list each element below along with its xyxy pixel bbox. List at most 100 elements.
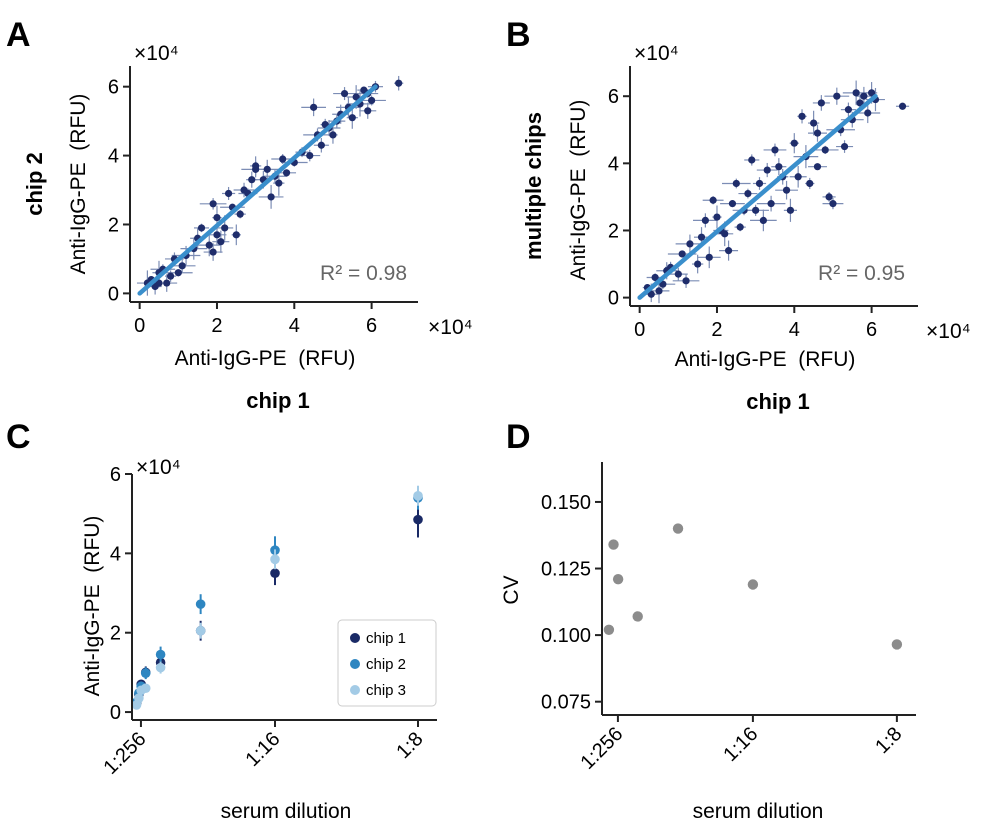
panel-c-xtick-label: 1:8 xyxy=(392,728,427,763)
panel-c-ytick-label: 2 xyxy=(110,623,121,645)
panel-a-ytick-label: 4 xyxy=(108,146,119,168)
panel-b-ytick-label: 6 xyxy=(608,86,619,108)
panel-b-xtick-label: 0 xyxy=(634,319,645,341)
panel-c-point-chip1 xyxy=(270,568,280,578)
panel-a-y-exponent: ×10⁴ xyxy=(134,42,179,65)
panel-b-point xyxy=(856,99,864,107)
panel-b-point xyxy=(790,139,798,147)
panel-c-point-chip3 xyxy=(134,693,144,703)
panel-c-point-chip3 xyxy=(270,554,280,565)
panel-b-fit-line xyxy=(637,93,878,300)
panel-c-point-chip3 xyxy=(413,491,423,501)
legend-label-chip3: chip 3 xyxy=(366,682,406,699)
panel-a-ylabel: Anti-IgG-PE (RFU) xyxy=(67,94,90,275)
panel-d-point xyxy=(891,639,903,650)
panel-c-legend: chip 1 chip 2 chip 3 xyxy=(337,619,437,707)
panel-b-point xyxy=(829,200,837,208)
panel-d-point xyxy=(632,611,643,622)
panel-d: 0.075 0.100 0.125 0.150 1:256 1:16 1:8 serum d… xyxy=(500,462,916,823)
panel-a-point xyxy=(197,224,206,232)
panel-a-row-label: chip 2 xyxy=(22,152,47,216)
panel-b-point xyxy=(852,89,860,97)
panel-a-xtick-label: 6 xyxy=(366,315,377,337)
panel-d-ylabel: CV xyxy=(500,575,523,604)
panel-c-ytick-label: 4 xyxy=(110,543,121,565)
panel-a-x-exponent: ×10⁴ xyxy=(428,316,473,339)
panel-b-point xyxy=(794,173,802,181)
panel-a: 0 2 4 6 0 2 4 6 ×10⁴ ×10⁴ R² = 0.98 Anti-IgG-PE… xyxy=(22,42,473,413)
panel-a-ytick-label: 6 xyxy=(108,77,119,99)
panel-b-point xyxy=(825,193,833,201)
panel-d-xtick-label: 1:8 xyxy=(871,723,906,758)
panel-b-point xyxy=(813,163,822,171)
panel-a-point xyxy=(217,238,225,246)
panel-b-point xyxy=(786,206,795,214)
panel-b-point xyxy=(705,253,713,261)
panel-a-point xyxy=(221,224,229,232)
panel-b-column-label: chip 1 xyxy=(746,389,810,414)
panel-a-point xyxy=(267,193,275,201)
panel-b-y-exponent: ×10⁴ xyxy=(634,42,679,65)
panel-b-xlabel: Anti-IgG-PE (RFU) xyxy=(675,348,856,371)
legend-label-chip2: chip 2 xyxy=(366,656,406,673)
panel-c-xlabel: serum dilution xyxy=(221,800,352,823)
panel-d-point xyxy=(608,539,619,550)
panel-letter-d: D xyxy=(506,418,531,456)
panel-b-point xyxy=(694,260,702,268)
panel-b-ylabel: Anti-IgG-PE (RFU) xyxy=(567,100,590,281)
panel-d-point xyxy=(612,573,624,585)
panel-a-point xyxy=(310,103,318,111)
panel-a-point xyxy=(306,151,314,160)
legend-marker-chip2 xyxy=(350,659,360,669)
panel-a-point xyxy=(348,114,356,122)
panel-a-point xyxy=(368,96,376,105)
panel-d-point xyxy=(603,624,615,635)
panel-b-point xyxy=(724,247,733,255)
panel-b-xtick-label: 2 xyxy=(711,319,722,341)
panel-b-point xyxy=(864,109,872,117)
panel-b-point xyxy=(682,277,690,285)
panel-a-xtick-label: 0 xyxy=(134,315,145,337)
panel-a-point xyxy=(209,200,217,208)
legend-marker-chip3 xyxy=(350,685,360,695)
panel-a-point xyxy=(252,162,260,170)
legend-frame xyxy=(337,619,437,707)
panel-c-ylabel: Anti-IgG-PE (RFU) xyxy=(81,516,104,697)
panel-a-column-label: chip 1 xyxy=(246,388,310,413)
panel-letter-c: C xyxy=(6,418,31,456)
panel-b-point xyxy=(728,200,737,208)
panel-b-point xyxy=(771,146,779,154)
panel-d-ytick-label: 0.075 xyxy=(541,692,591,714)
legend-marker-chip1 xyxy=(350,633,360,643)
panel-a-r2: R² = 0.98 xyxy=(320,262,407,285)
panel-d-point xyxy=(747,579,759,590)
panel-b-ytick-label: 0 xyxy=(608,288,619,310)
panel-a-ytick-label: 0 xyxy=(108,283,119,305)
panel-d-xtick-label: 1:16 xyxy=(719,723,762,766)
panel-b-point xyxy=(868,89,876,97)
panel-d-point xyxy=(672,523,684,534)
panel-b-marks xyxy=(637,80,910,304)
panel-c-point-chip3 xyxy=(195,625,206,636)
panel-a-point xyxy=(213,213,221,222)
panel-b-point xyxy=(748,156,756,164)
legend-label-chip1: chip 1 xyxy=(366,630,406,647)
panel-b-point xyxy=(713,213,721,221)
panel-a-point xyxy=(236,210,244,218)
panel-b-ytick-label: 4 xyxy=(608,153,619,175)
panel-b-point xyxy=(898,102,907,110)
panel-letter-b: B xyxy=(506,16,531,54)
panel-a-point xyxy=(178,262,186,270)
panel-a-point xyxy=(224,189,233,198)
panel-b-point xyxy=(752,206,760,214)
panel-b-point xyxy=(697,233,706,241)
panel-d-ytick-label: 0.100 xyxy=(541,625,591,647)
panel-c-xtick-label: 1:16 xyxy=(241,728,284,771)
panel-a-point xyxy=(279,155,287,163)
panel-b-point xyxy=(744,189,752,198)
panel-c-xtick-label: 1:256 xyxy=(100,728,151,779)
panel-c-point-chip2 xyxy=(140,668,151,678)
panel-d-xlabel: serum dilution xyxy=(693,800,824,823)
panel-a-xtick-label: 2 xyxy=(211,315,222,337)
